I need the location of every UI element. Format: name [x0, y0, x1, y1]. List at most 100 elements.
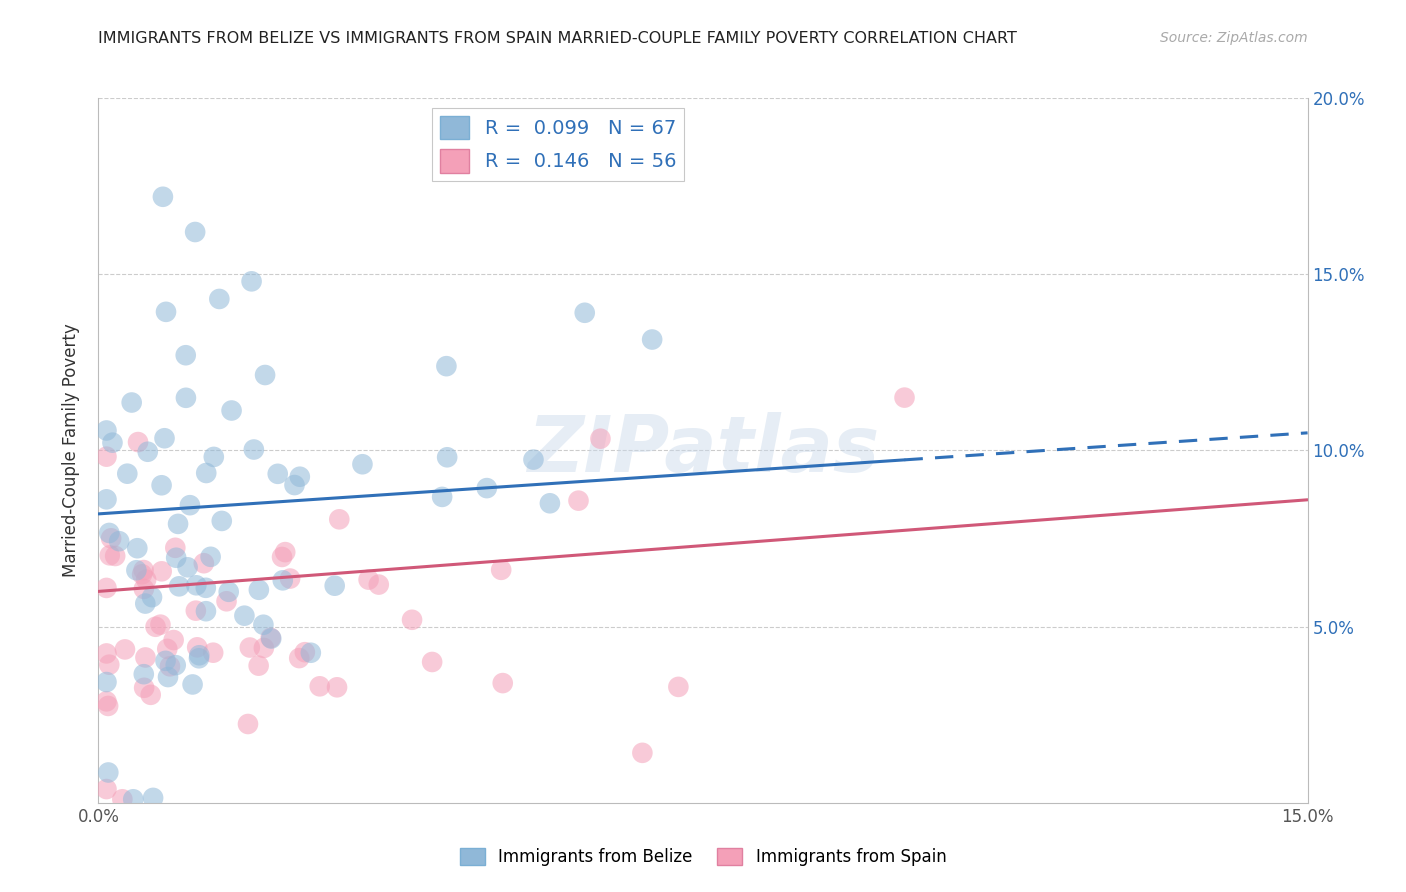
- Point: [150, 478, 173, 492]
- Point: [132, 667, 155, 681]
- Point: [131, 567, 153, 582]
- Point: [202, 646, 225, 660]
- Point: [127, 541, 149, 556]
- Point: [96, 647, 118, 661]
- Point: [181, 677, 204, 691]
- Point: [184, 604, 207, 618]
- Point: [100, 532, 122, 546]
- Point: [159, 659, 181, 673]
- Legend: R =  0.099   N = 67, R =  0.146   N = 56: R = 0.099 N = 67, R = 0.146 N = 56: [432, 108, 683, 180]
- Point: [156, 670, 179, 684]
- Text: IMMIGRANTS FROM BELIZE VS IMMIGRANTS FROM SPAIN MARRIED-COUPLE FAMILY POVERTY CO: IMMIGRANTS FROM BELIZE VS IMMIGRANTS FRO…: [98, 31, 1018, 46]
- Point: [184, 225, 207, 239]
- Point: [165, 658, 187, 673]
- Point: [174, 348, 197, 362]
- Point: [97, 765, 120, 780]
- Point: [136, 444, 159, 458]
- Point: [117, 467, 139, 481]
- Point: [522, 452, 544, 467]
- Point: [323, 579, 346, 593]
- Point: [589, 432, 612, 446]
- Point: [233, 608, 256, 623]
- Point: [288, 469, 311, 483]
- Point: [96, 581, 118, 595]
- Point: [475, 481, 498, 495]
- Point: [267, 467, 290, 481]
- Point: [328, 512, 350, 526]
- Point: [436, 450, 458, 465]
- Point: [188, 648, 211, 663]
- Point: [167, 516, 190, 531]
- Point: [218, 584, 240, 599]
- Point: [247, 582, 270, 597]
- Text: Source: ZipAtlas.com: Source: ZipAtlas.com: [1160, 31, 1308, 45]
- Point: [134, 681, 156, 695]
- Point: [299, 646, 322, 660]
- Point: [101, 435, 124, 450]
- Point: [153, 431, 176, 445]
- Point: [239, 640, 262, 655]
- Point: [240, 274, 263, 288]
- Point: [134, 597, 156, 611]
- Point: [145, 620, 167, 634]
- Point: [288, 651, 311, 665]
- Point: [141, 590, 163, 604]
- Point: [127, 435, 149, 450]
- Point: [96, 782, 118, 797]
- Point: [111, 792, 134, 806]
- Point: [401, 613, 423, 627]
- Y-axis label: Married-Couple Family Poverty: Married-Couple Family Poverty: [62, 324, 80, 577]
- Point: [194, 604, 217, 618]
- Point: [96, 694, 118, 708]
- Point: [271, 574, 294, 588]
- Point: [236, 717, 259, 731]
- Point: [893, 391, 915, 405]
- Point: [98, 525, 121, 540]
- Point: [155, 654, 177, 668]
- Point: [195, 466, 218, 480]
- Point: [188, 651, 211, 665]
- Point: [132, 563, 155, 577]
- Point: [149, 617, 172, 632]
- Point: [132, 582, 155, 596]
- Point: [574, 306, 596, 320]
- Point: [98, 657, 121, 672]
- Point: [538, 496, 561, 510]
- Point: [135, 573, 157, 587]
- Point: [308, 679, 330, 693]
- Point: [352, 457, 374, 471]
- Point: [260, 631, 283, 645]
- Point: [254, 368, 277, 382]
- Point: [125, 563, 148, 577]
- Point: [326, 681, 349, 695]
- Point: [163, 633, 186, 648]
- Point: [221, 403, 243, 417]
- Point: [278, 572, 301, 586]
- Point: [156, 641, 179, 656]
- Point: [641, 333, 664, 347]
- Point: [489, 563, 512, 577]
- Point: [139, 688, 162, 702]
- Point: [193, 556, 215, 570]
- Point: [631, 746, 654, 760]
- Point: [294, 645, 316, 659]
- Point: [98, 549, 121, 563]
- Point: [104, 549, 127, 563]
- Point: [200, 549, 222, 564]
- Point: [430, 490, 453, 504]
- Point: [114, 642, 136, 657]
- Point: [121, 395, 143, 409]
- Point: [108, 534, 131, 549]
- Point: [208, 292, 231, 306]
- Point: [420, 655, 443, 669]
- Point: [253, 640, 276, 655]
- Point: [252, 617, 274, 632]
- Point: [96, 424, 118, 438]
- Point: [247, 658, 270, 673]
- Point: [96, 675, 118, 690]
- Point: [567, 493, 589, 508]
- Point: [186, 578, 208, 592]
- Point: [152, 190, 174, 204]
- Point: [202, 450, 225, 464]
- Point: [211, 514, 233, 528]
